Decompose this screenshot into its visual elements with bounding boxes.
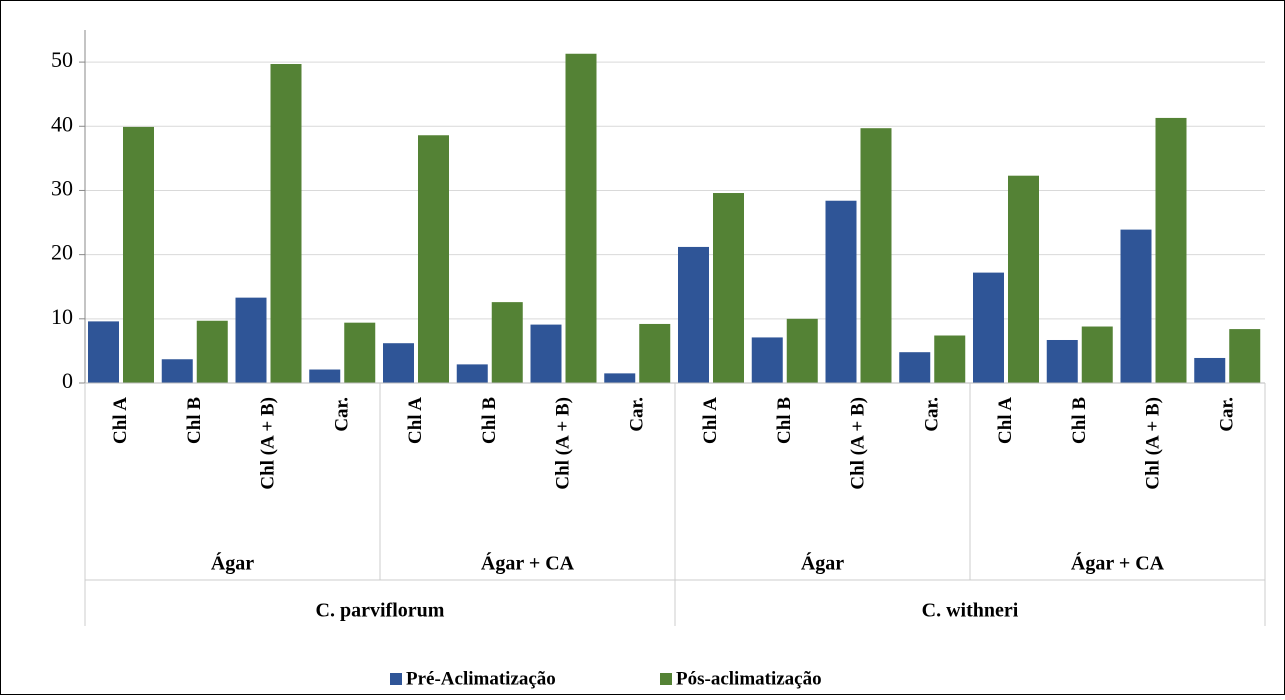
legend-label: Pré-Aclimatização bbox=[406, 668, 556, 689]
bar bbox=[973, 272, 1004, 383]
bar bbox=[1155, 117, 1187, 384]
x-tick-label: Chl B bbox=[774, 397, 795, 444]
x-tick-label: Chl B bbox=[1069, 397, 1090, 444]
legend-label: Pós-aclimatização bbox=[676, 668, 822, 689]
x-tick-label: Car. bbox=[626, 397, 647, 432]
x-tick-label: Chl B bbox=[184, 397, 205, 444]
category-group-label: Ágar + CA bbox=[481, 552, 575, 575]
bar bbox=[196, 320, 228, 383]
bar bbox=[604, 373, 636, 383]
x-tick-label: Chl (A + B) bbox=[1143, 397, 1164, 490]
x-tick-label: Chl (A + B) bbox=[258, 397, 279, 490]
bar bbox=[309, 369, 341, 383]
bar bbox=[88, 321, 119, 383]
bar bbox=[713, 193, 744, 383]
bar bbox=[491, 302, 523, 383]
super-group-label: C. withneri bbox=[922, 600, 1019, 622]
bar bbox=[934, 335, 966, 383]
bar bbox=[786, 318, 818, 383]
y-tick-label: 20 bbox=[51, 240, 73, 265]
bar bbox=[1194, 357, 1226, 383]
y-tick-label: 50 bbox=[51, 47, 73, 72]
bar bbox=[565, 53, 597, 383]
legend-swatch bbox=[660, 673, 672, 685]
bar bbox=[418, 135, 449, 383]
bar bbox=[860, 128, 892, 383]
bar bbox=[530, 324, 562, 383]
x-tick-label: Chl (A + B) bbox=[848, 397, 869, 490]
x-tick-label: Chl B bbox=[479, 397, 500, 444]
bar bbox=[1046, 339, 1078, 383]
x-tick-label: Chl A bbox=[700, 397, 721, 444]
bar bbox=[123, 126, 154, 383]
x-tick-label: Car. bbox=[1216, 397, 1237, 432]
y-tick-label: 10 bbox=[51, 304, 73, 329]
bar bbox=[639, 323, 671, 383]
x-tick-label: Car. bbox=[921, 397, 942, 432]
y-tick-label: 0 bbox=[62, 368, 73, 393]
y-tick-label: 30 bbox=[51, 176, 73, 201]
bar bbox=[1229, 329, 1261, 383]
bar bbox=[270, 64, 302, 384]
bar bbox=[344, 322, 376, 383]
bar bbox=[1120, 229, 1152, 383]
category-group-label: Ágar bbox=[211, 552, 254, 575]
bar bbox=[161, 359, 193, 383]
y-tick-label: 40 bbox=[51, 111, 73, 136]
bar bbox=[678, 246, 709, 383]
bar bbox=[751, 337, 783, 383]
bar bbox=[825, 200, 857, 383]
bar bbox=[1008, 175, 1039, 383]
x-tick-label: Chl (A + B) bbox=[553, 397, 574, 490]
bar bbox=[899, 352, 931, 383]
bar bbox=[235, 297, 267, 383]
super-group-label: C. parviflorum bbox=[316, 600, 445, 622]
x-tick-label: Chl A bbox=[995, 397, 1016, 444]
x-tick-label: Car. bbox=[331, 397, 352, 432]
category-group-label: Ágar bbox=[801, 552, 844, 575]
legend-swatch bbox=[390, 673, 402, 685]
category-group-label: Ágar + CA bbox=[1071, 552, 1165, 575]
x-tick-label: Chl A bbox=[405, 397, 426, 444]
bar bbox=[1081, 326, 1113, 383]
bar bbox=[383, 343, 414, 383]
x-tick-label: Chl A bbox=[110, 397, 131, 444]
bar bbox=[456, 364, 488, 383]
